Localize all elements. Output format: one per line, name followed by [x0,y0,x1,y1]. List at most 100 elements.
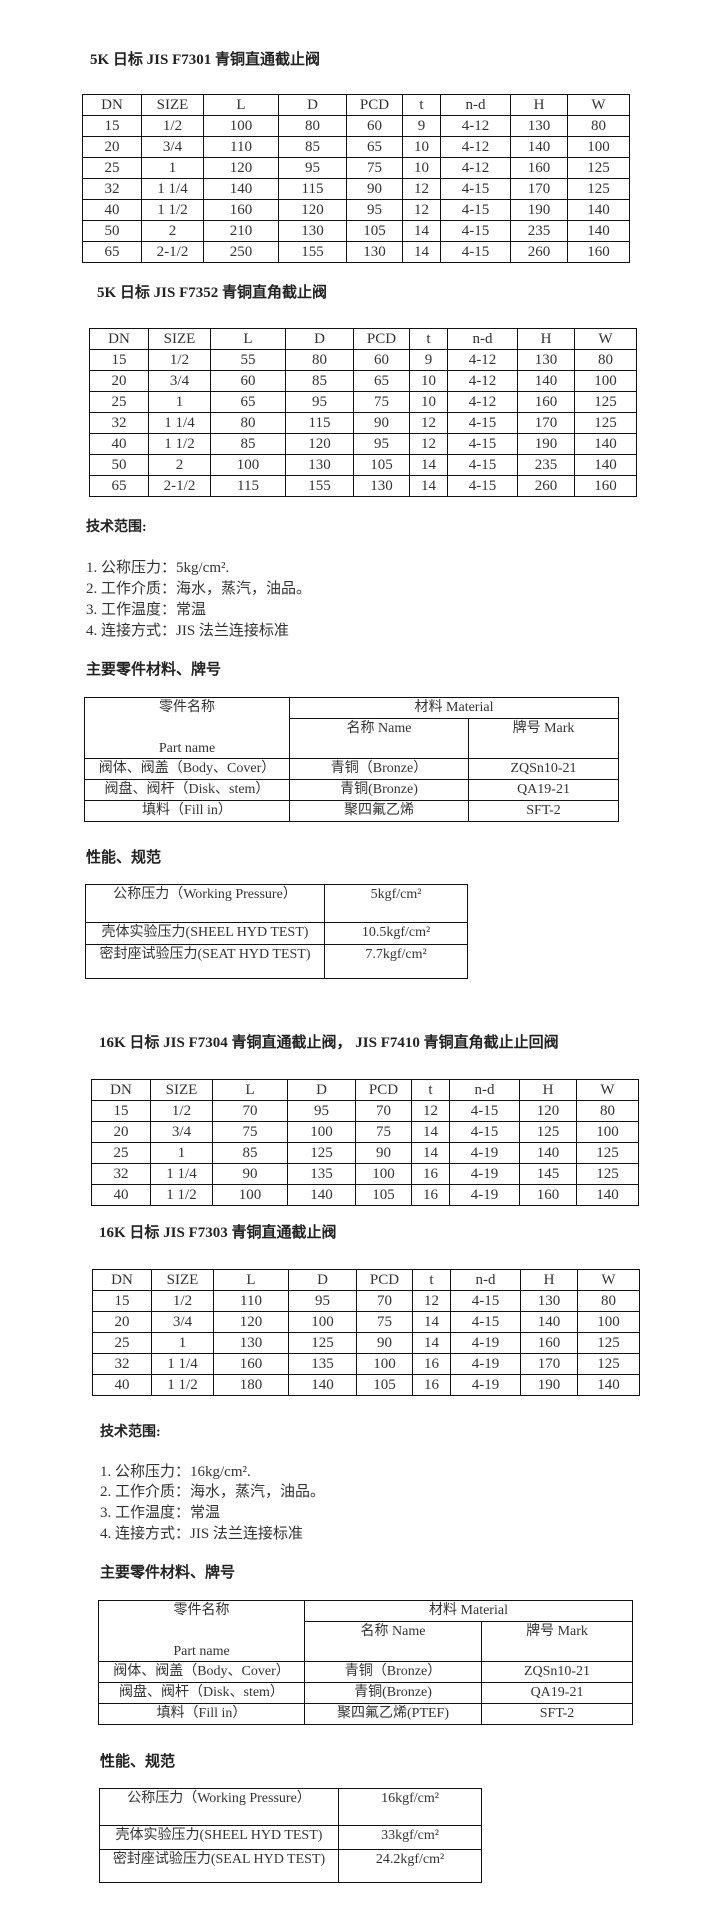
table-cell: 70 [212,1100,288,1122]
materials-cell: 填料（Fill in） [84,800,290,822]
table-cell: 1 1/2 [150,1184,213,1206]
table-cell: 80 [278,115,347,137]
table-cell: 145 [519,1163,577,1185]
table-cell: 25 [92,1332,152,1354]
performance-row: 密封座试验压力(SEAT HYD TEST) 7.7kgf/cm² [85,944,468,979]
table-cell: 1 1/4 [150,1163,213,1185]
table-row: 32 1 1/4 90 135 100 16 4-19 145 125 [91,1163,639,1185]
table-cell: 95 [353,433,410,455]
table-cell: 12 [402,178,441,200]
header-cell: D [287,1079,356,1101]
table-cell: 130 [353,475,410,497]
table-header-row: DN SIZE L D PCD t n-d H W [89,328,637,350]
table-cell: 1/2 [148,349,211,371]
table-cell: 130 [285,454,354,476]
materials-row: 阀盘、阀杆（Disk、stem） 青铜(Bronze) QA19-21 [98,1682,634,1704]
tech-item: 3. 工作温度：常温 [100,1505,221,1521]
tech-heading: 技术范围: [86,520,147,535]
table-cell: 70 [356,1290,413,1312]
table-cell: 14 [402,220,441,242]
table-cell: 1 [150,1142,213,1164]
header-cell: n-d [449,1079,520,1101]
table-cell: 140 [574,454,637,476]
table-cell: 85 [212,1142,288,1164]
table-cell: 95 [285,391,354,413]
table-cell: 2 [148,454,211,476]
table-cell: 130 [517,349,575,371]
performance-heading: 性能、规范 [100,1754,176,1770]
table-cell: 80 [567,115,630,137]
materials-cell: 青铜（Bronze） [304,1661,482,1683]
table-cell: 180 [213,1374,289,1396]
materials-heading: 主要零件材料、牌号 [100,1565,236,1581]
table-cell: 75 [356,1311,413,1333]
table-cell: 14 [409,454,448,476]
table-cell: 4-19 [449,1142,520,1164]
table-cell: 140 [203,178,279,200]
performance-value: 33kgf/cm² [338,1825,482,1850]
performance-label: 壳体实验压力(SHEEL HYD TEST) [99,1825,339,1850]
table-cell: 235 [510,220,568,242]
table-cell: 60 [353,349,410,371]
table-cell: 14 [411,1142,450,1164]
table-cell: 10 [409,370,448,392]
table-cell: 65 [353,370,410,392]
table-cell: 9 [402,115,441,137]
materials-cell: 阀体、阀盖（Body、Cover） [84,758,290,780]
header-cell: H [510,94,568,116]
tech-item: 1. 公称压力：16kg/cm². [100,1464,251,1480]
table-cell: 170 [517,412,575,434]
materials-row: 填料（Fill in） 聚四氟乙烯 SFT-2 [84,800,620,822]
table-cell: 4-19 [450,1332,521,1354]
table-cell: 100 [288,1311,357,1333]
table-cell: 4-12 [447,370,518,392]
dimension-table: DN SIZE L D PCD t n-d H W 15 1/2 100 80 60 9 4-12 130 80 2… [82,94,630,263]
tech-item: 2. 工作介质：海水，蒸汽，油品。 [100,1484,326,1500]
table-cell: 50 [82,220,142,242]
table-cell: 105 [356,1374,413,1396]
table-cell: 55 [210,349,286,371]
table-cell: 4-15 [450,1311,521,1333]
performance-value: 24.2kgf/cm² [338,1849,482,1883]
table-cell: 65 [346,136,403,158]
table-cell: 2-1/2 [148,475,211,497]
table-cell: 4-12 [440,136,511,158]
materials-cell: 聚四氟乙烯 [289,800,469,822]
performance-label: 密封座试验压力(SEAT HYD TEST) [85,944,325,979]
table-cell: 90 [356,1332,413,1354]
table-cell: 40 [92,1374,152,1396]
table-cell: 16 [412,1374,451,1396]
materials-row: 阀体、阀盖（Body、Cover） 青铜（Bronze） ZQSn10-21 [84,758,620,780]
table-cell: 85 [278,136,347,158]
table-cell: 260 [510,241,568,263]
table-cell: 65 [82,241,142,263]
header-cell: W [574,328,637,350]
performance-row: 公称压力（Working Pressure） 5kgf/cm² [85,884,468,923]
header-cell: t [402,94,441,116]
table-cell: 65 [210,391,286,413]
table-cell: 130 [510,115,568,137]
section-title: 5K 日标 JIS F7301 青铜直通截止阀 [90,52,321,68]
performance-row: 密封座试验压力(SEAL HYD TEST) 24.2kgf/cm² [99,1849,482,1883]
table-cell: 115 [278,178,347,200]
table-row: 20 3/4 110 85 65 10 4-12 140 100 [82,136,630,158]
table-header-row: DN SIZE L D PCD t n-d H W [92,1269,640,1291]
table-cell: 90 [212,1163,288,1185]
table-row: 32 1 1/4 160 135 100 16 4-19 170 125 [92,1353,640,1375]
header-cell: n-d [450,1269,521,1291]
table-header-row: DN SIZE L D PCD t n-d H W [82,94,630,116]
table-cell: 10 [402,157,441,179]
table-cell: 4-15 [440,199,511,221]
table-cell: 65 [89,475,149,497]
table-cell: 95 [346,199,403,221]
table-cell: 1 [151,1332,214,1354]
table-cell: 105 [346,220,403,242]
table-cell: 75 [346,157,403,179]
table-cell: 190 [520,1374,578,1396]
table-cell: 80 [210,412,286,434]
header-cell: n-d [447,328,518,350]
header-cell: PCD [355,1079,412,1101]
name-col-header: 名称 Name [289,718,469,759]
performance-row: 壳体实验压力(SHEEL HYD TEST) 10.5kgf/cm² [85,922,468,945]
performance-value: 16kgf/cm² [338,1788,482,1826]
